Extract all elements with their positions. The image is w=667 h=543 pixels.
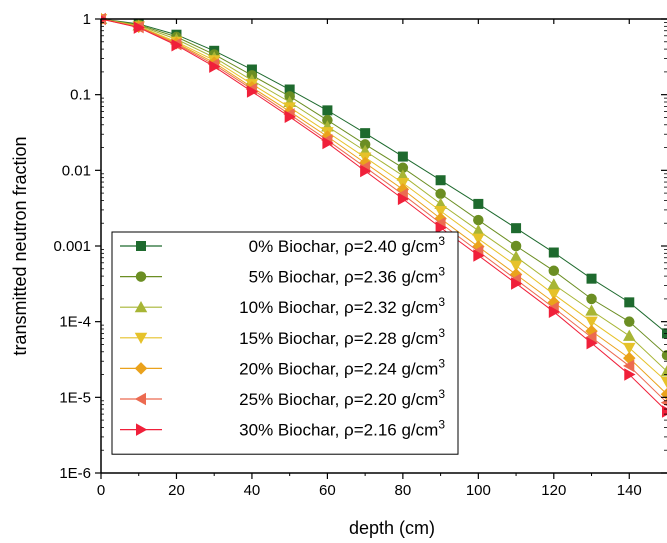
data-point-s6-1 [133,21,145,34]
data-point-s1-14 [624,316,635,327]
x-tick-label: 40 [244,482,261,499]
legend-marker [134,300,148,313]
data-point-s6-4 [246,85,259,98]
legend-marker [136,241,146,251]
data-point-s2-15 [660,365,667,377]
data-point-s1-6 [322,114,333,126]
x-tick-label: 120 [541,482,566,499]
data-point-s1-10 [473,214,484,226]
data-point-s1-15 [661,349,667,361]
x-tick-label: 20 [168,482,185,499]
data-point-s0-6 [322,105,333,116]
data-point-s0-12 [548,247,559,258]
data-point-s1-9 [435,188,446,200]
data-point-s2-14 [623,329,636,341]
data-point-s0-8 [397,151,408,162]
y-axis-title: transmitted neutron fraction [10,136,30,355]
legend-marker [134,332,148,345]
data-point-s5-13 [585,331,597,344]
x-tick-label: 140 [617,482,642,499]
data-point-s6-5 [284,110,296,124]
series-line-6 [101,18,667,412]
data-point-s6-2 [171,38,183,52]
data-point-s0-5 [284,84,295,95]
y-tick-label: 1E-5 [59,389,91,406]
data-point-s1-13 [586,293,597,305]
x-tick-label: 60 [319,482,336,499]
y-tick-label: 1E-4 [59,314,91,331]
legend-label: 25% Biochar, ρ=2.20 g/cm3 [239,387,445,409]
legend-label: 30% Biochar, ρ=2.16 g/cm3 [239,418,445,440]
data-point-s6-9 [435,221,447,234]
series-line-0 [101,18,667,334]
data-point-s2-13 [585,304,598,316]
series-line-4 [101,18,667,395]
legend-marker [135,271,147,282]
data-point-s6-13 [586,336,598,350]
data-point-s3-14 [623,342,636,355]
data-point-s1-11 [510,240,522,252]
legend-label: 5% Biochar, ρ=2.36 g/cm3 [249,265,446,287]
y-tick-label: 0.1 [70,87,91,104]
y-tick-label: 1E-6 [59,465,91,482]
data-point-s3-11 [509,260,523,272]
x-tick-label: 100 [466,482,491,499]
data-point-s6-3 [209,60,221,73]
legend-marker [134,362,148,375]
data-point-s6-10 [473,249,485,262]
data-point-s1-12 [548,265,560,277]
data-point-s2-8 [396,169,410,181]
series-line-5 [101,18,667,404]
data-point-s5-14 [623,359,635,373]
data-point-s2-12 [547,278,561,290]
legend-marker [136,423,148,436]
data-point-s0-10 [473,198,484,209]
data-point-s2-11 [509,250,523,262]
series-group [101,12,667,418]
y-tick-label: 0.01 [62,162,91,179]
y-tick-label: 1 [83,11,91,28]
data-point-s4-15 [660,387,667,401]
legend-label: 10% Biochar, ρ=2.32 g/cm3 [239,295,445,317]
data-point-s3-9 [434,206,447,218]
data-point-s6-12 [548,305,561,319]
series-line-1 [101,18,667,356]
data-point-s6-8 [397,192,410,206]
data-point-s0-7 [360,128,371,139]
series-line-3 [101,18,667,383]
data-point-s3-15 [660,376,667,389]
legend-label: 20% Biochar, ρ=2.24 g/cm3 [239,356,445,378]
data-point-s0-13 [586,273,597,284]
plot-area [101,12,667,418]
legend-label: 15% Biochar, ρ=2.28 g/cm3 [239,326,445,348]
data-point-s6-6 [322,136,334,150]
data-point-s3-13 [585,316,598,328]
data-point-s0-9 [435,175,446,186]
data-point-s1-8 [397,162,409,174]
legend-label: 0% Biochar, ρ=2.40 g/cm3 [249,234,446,256]
data-point-s6-15 [662,405,667,418]
data-point-s0-14 [624,297,635,308]
series-line-2 [101,18,667,372]
legend: 0% Biochar, ρ=2.40 g/cm3 5% Biochar, ρ=2.… [111,231,459,455]
x-axis-title: depth (cm) [349,518,435,538]
data-point-s6-11 [511,277,523,290]
data-point-s1-7 [359,139,371,150]
legend-box [111,231,459,455]
legend-marker [134,392,146,406]
data-point-s2-10 [472,224,485,236]
data-point-s6-7 [360,164,372,178]
data-point-s0-11 [511,223,522,234]
data-point-s0-4 [246,64,257,75]
x-tick-label: 0 [97,482,105,499]
data-point-s6-14 [624,368,636,381]
y-tick-label: 0.001 [53,238,91,255]
axes: 0 20 40 60 80 100 120 140 1 0.1 0.01 0.001 1E-4 1E-5 1… [53,11,667,499]
x-tick-label: 80 [395,482,412,499]
data-point-s3-10 [472,233,485,245]
data-point-s3-12 [547,289,561,301]
